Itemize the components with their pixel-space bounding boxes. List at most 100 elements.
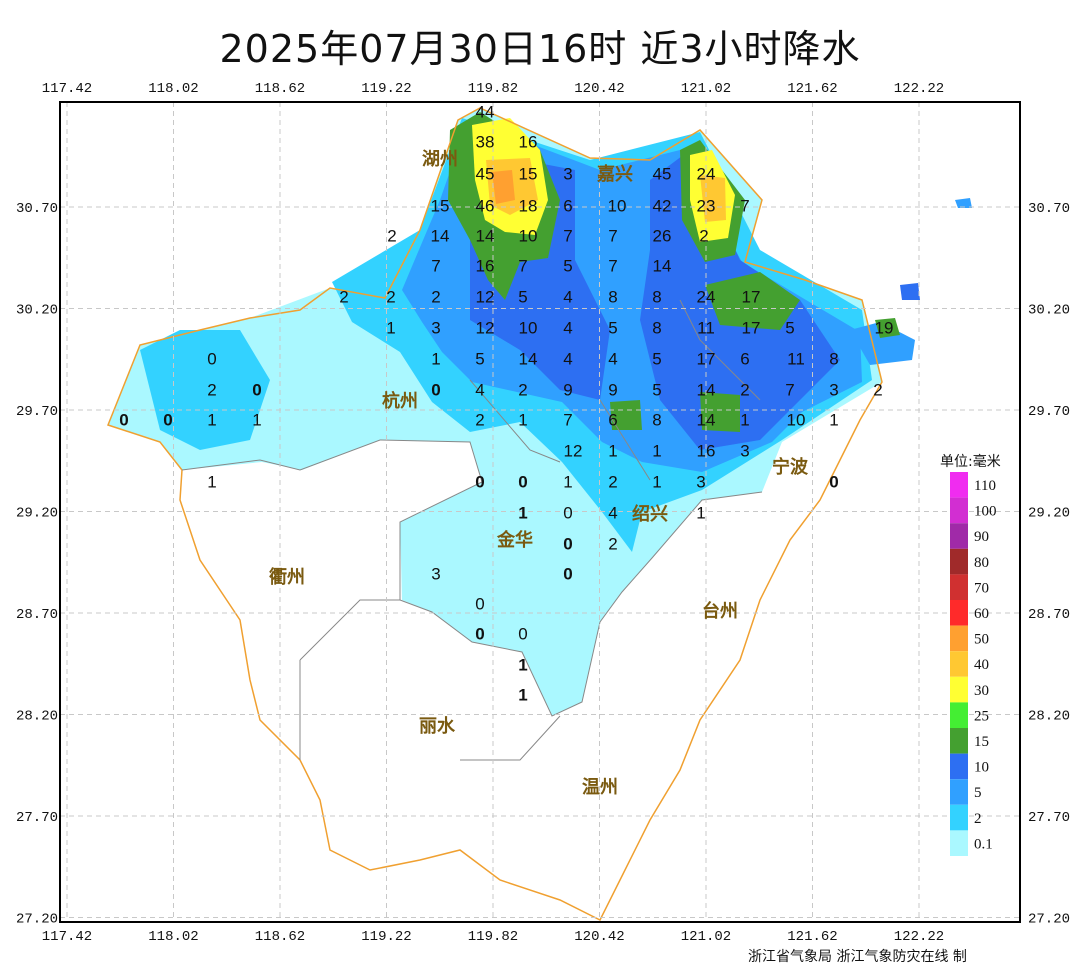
lon-tick-label: 121.62 — [787, 81, 837, 97]
lon-tick-label: 121.02 — [681, 81, 731, 97]
lon-tick-label: 117.42 — [42, 929, 92, 945]
station-value: 15 — [431, 196, 450, 215]
legend-swatch — [950, 497, 968, 524]
legend-label: 40 — [974, 657, 989, 673]
legend-label: 70 — [974, 580, 989, 596]
station-value: 12 — [476, 318, 495, 337]
legend-swatch — [950, 523, 968, 549]
station-value: 2 — [387, 226, 396, 245]
station-value: 5 — [652, 349, 661, 368]
lat-tick-label: 28.20 — [1028, 709, 1070, 725]
lat-tick-label: 29.70 — [1028, 404, 1070, 420]
lon-tick-label: 118.02 — [148, 929, 198, 945]
station-value: 5 — [608, 318, 617, 337]
lon-tick-label: 118.62 — [255, 929, 305, 945]
precip-15-area — [610, 400, 642, 430]
station-value: 17 — [742, 318, 761, 337]
station-value: 3 — [431, 564, 440, 583]
station-value: 12 — [476, 287, 495, 306]
city-label: 台州 — [702, 600, 738, 622]
legend-label: 100 — [974, 504, 997, 520]
lon-tick-label: 119.82 — [468, 929, 518, 945]
station-value: 8 — [608, 287, 617, 306]
station-value: 1 — [652, 441, 661, 460]
station-value: 0 — [563, 534, 572, 553]
station-value: 5 — [563, 256, 572, 275]
city-label: 嘉兴 — [596, 164, 633, 185]
station-value: 0 — [252, 380, 261, 399]
lat-tick-label: 30.20 — [1028, 303, 1070, 319]
city-label: 绍兴 — [632, 503, 668, 525]
station-value: 7 — [740, 196, 749, 215]
station-value: 2 — [740, 380, 749, 399]
city-label: 温州 — [582, 777, 618, 798]
station-value: 0 — [475, 472, 484, 491]
station-value: 17 — [697, 349, 716, 368]
legend-label: 30 — [974, 683, 989, 699]
station-value: 4 — [608, 503, 617, 522]
station-value: 5 — [475, 349, 484, 368]
station-value: 10 — [519, 318, 538, 337]
legend-swatch — [950, 600, 968, 626]
station-value: 4 — [608, 349, 617, 368]
island — [875, 318, 900, 338]
lon-tick-label: 118.62 — [255, 81, 305, 97]
station-value: 1 — [829, 410, 838, 429]
lat-tick-label: 29.20 — [16, 506, 58, 522]
station-value: 1 — [252, 410, 261, 429]
legend-swatch — [950, 676, 968, 703]
station-value: 7 — [563, 410, 572, 429]
station-value: 7 — [563, 226, 572, 245]
station-value: 2 — [518, 380, 527, 399]
lat-tick-label: 29.70 — [16, 404, 58, 420]
station-value: 2 — [608, 472, 617, 491]
station-value: 24 — [697, 287, 716, 306]
station-value: 1 — [431, 349, 440, 368]
station-value: 2 — [207, 380, 216, 399]
station-value: 14 — [697, 380, 716, 399]
station-value: 9 — [608, 380, 617, 399]
station-value: 6 — [608, 410, 617, 429]
lon-tick-label: 121.02 — [681, 929, 731, 945]
lat-tick-label: 30.20 — [16, 303, 58, 319]
lat-tick-label: 28.70 — [16, 607, 58, 623]
station-value: 1 — [518, 685, 527, 704]
lat-tick-label: 28.70 — [1028, 607, 1070, 623]
station-value: 44 — [476, 102, 495, 121]
city-label: 金华 — [496, 529, 533, 551]
city-label: 湖州 — [422, 149, 458, 170]
station-value: 1 — [518, 410, 527, 429]
station-value: 1 — [518, 655, 527, 674]
station-value: 15 — [519, 164, 538, 183]
station-value: 6 — [740, 349, 749, 368]
station-value: 0 — [563, 564, 572, 583]
station-value: 8 — [652, 287, 661, 306]
legend-swatch — [950, 472, 968, 498]
station-value: 2 — [699, 226, 708, 245]
map-frame — [59, 101, 1021, 923]
lat-tick-label: 27.70 — [16, 810, 58, 826]
legend-title: 单位:毫米 — [940, 453, 1001, 470]
station-value: 7 — [431, 256, 440, 275]
station-value: 2 — [873, 380, 882, 399]
station-value: 7 — [518, 256, 527, 275]
station-value: 8 — [652, 410, 661, 429]
precip-2-area — [140, 330, 270, 450]
station-value: 14 — [431, 226, 450, 245]
legend-swatch — [950, 779, 968, 805]
station-value: 3 — [431, 318, 440, 337]
city-boundary — [299, 299, 761, 761]
station-value: 7 — [608, 256, 617, 275]
station-value: 10 — [787, 410, 806, 429]
station-value: 14 — [697, 410, 716, 429]
legend-swatch — [950, 804, 968, 831]
station-value: 2 — [431, 287, 440, 306]
station-value: 11 — [787, 349, 805, 368]
station-value: 9 — [563, 380, 572, 399]
lon-tick-label: 117.42 — [42, 81, 92, 97]
legend-label: 90 — [974, 529, 989, 545]
station-value: 0 — [431, 380, 440, 399]
lat-tick-label: 30.70 — [1028, 201, 1070, 217]
station-value: 2 — [475, 410, 484, 429]
